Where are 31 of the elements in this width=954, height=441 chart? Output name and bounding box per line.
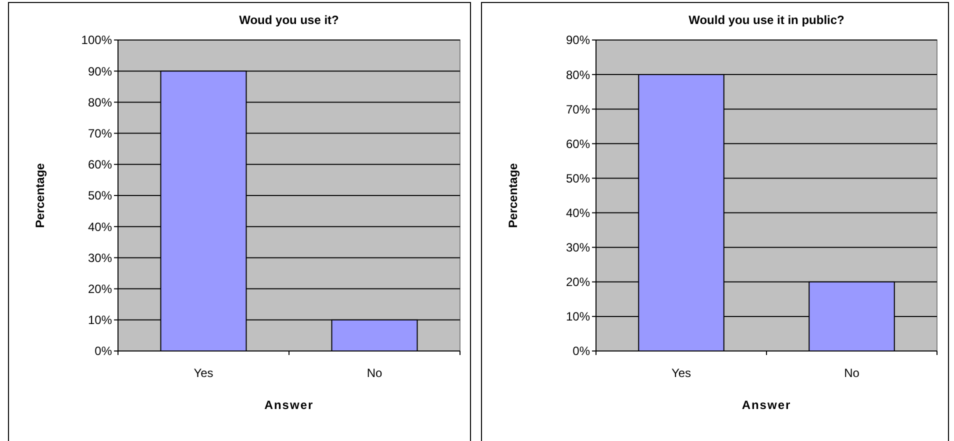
- y-tick-label: 40%: [88, 220, 112, 234]
- y-tick-label: 80%: [566, 68, 590, 82]
- chart-title: Would you use it in public?: [688, 13, 844, 27]
- x-tick-label: Yes: [194, 366, 214, 380]
- y-tick-label: 10%: [566, 310, 590, 324]
- y-tick-label: 60%: [88, 158, 112, 172]
- y-tick-label: 100%: [81, 33, 112, 48]
- y-tick-label: 0%: [572, 344, 590, 358]
- y-tick-label: 70%: [566, 102, 590, 116]
- y-tick-label: 50%: [88, 188, 112, 203]
- y-tick-label: 40%: [566, 206, 590, 220]
- x-tick-label: No: [366, 366, 382, 380]
- x-tick-label: No: [844, 366, 860, 380]
- y-tick-label: 70%: [88, 126, 112, 140]
- y-tick-label: 30%: [566, 240, 590, 255]
- y-tick-label: 50%: [566, 171, 590, 186]
- y-tick-label: 80%: [88, 95, 112, 110]
- y-tick-label: 10%: [88, 313, 112, 328]
- y-axis-title: Percentage: [506, 162, 520, 228]
- y-tick-label: 90%: [88, 64, 112, 78]
- chart-title: Woud you use it?: [239, 13, 339, 27]
- x-axis-title: Answer: [742, 398, 792, 412]
- y-tick-label: 0%: [94, 344, 112, 358]
- y-tick-label: 20%: [566, 275, 590, 290]
- x-axis-title: Answer: [264, 398, 314, 412]
- y-axis-title: Percentage: [33, 162, 47, 228]
- y-tick-label: 60%: [566, 136, 590, 151]
- y-tick-label: 90%: [566, 33, 590, 48]
- y-tick-label: 20%: [88, 282, 112, 296]
- y-tick-label: 30%: [88, 250, 112, 265]
- x-tick-label: Yes: [671, 366, 692, 380]
